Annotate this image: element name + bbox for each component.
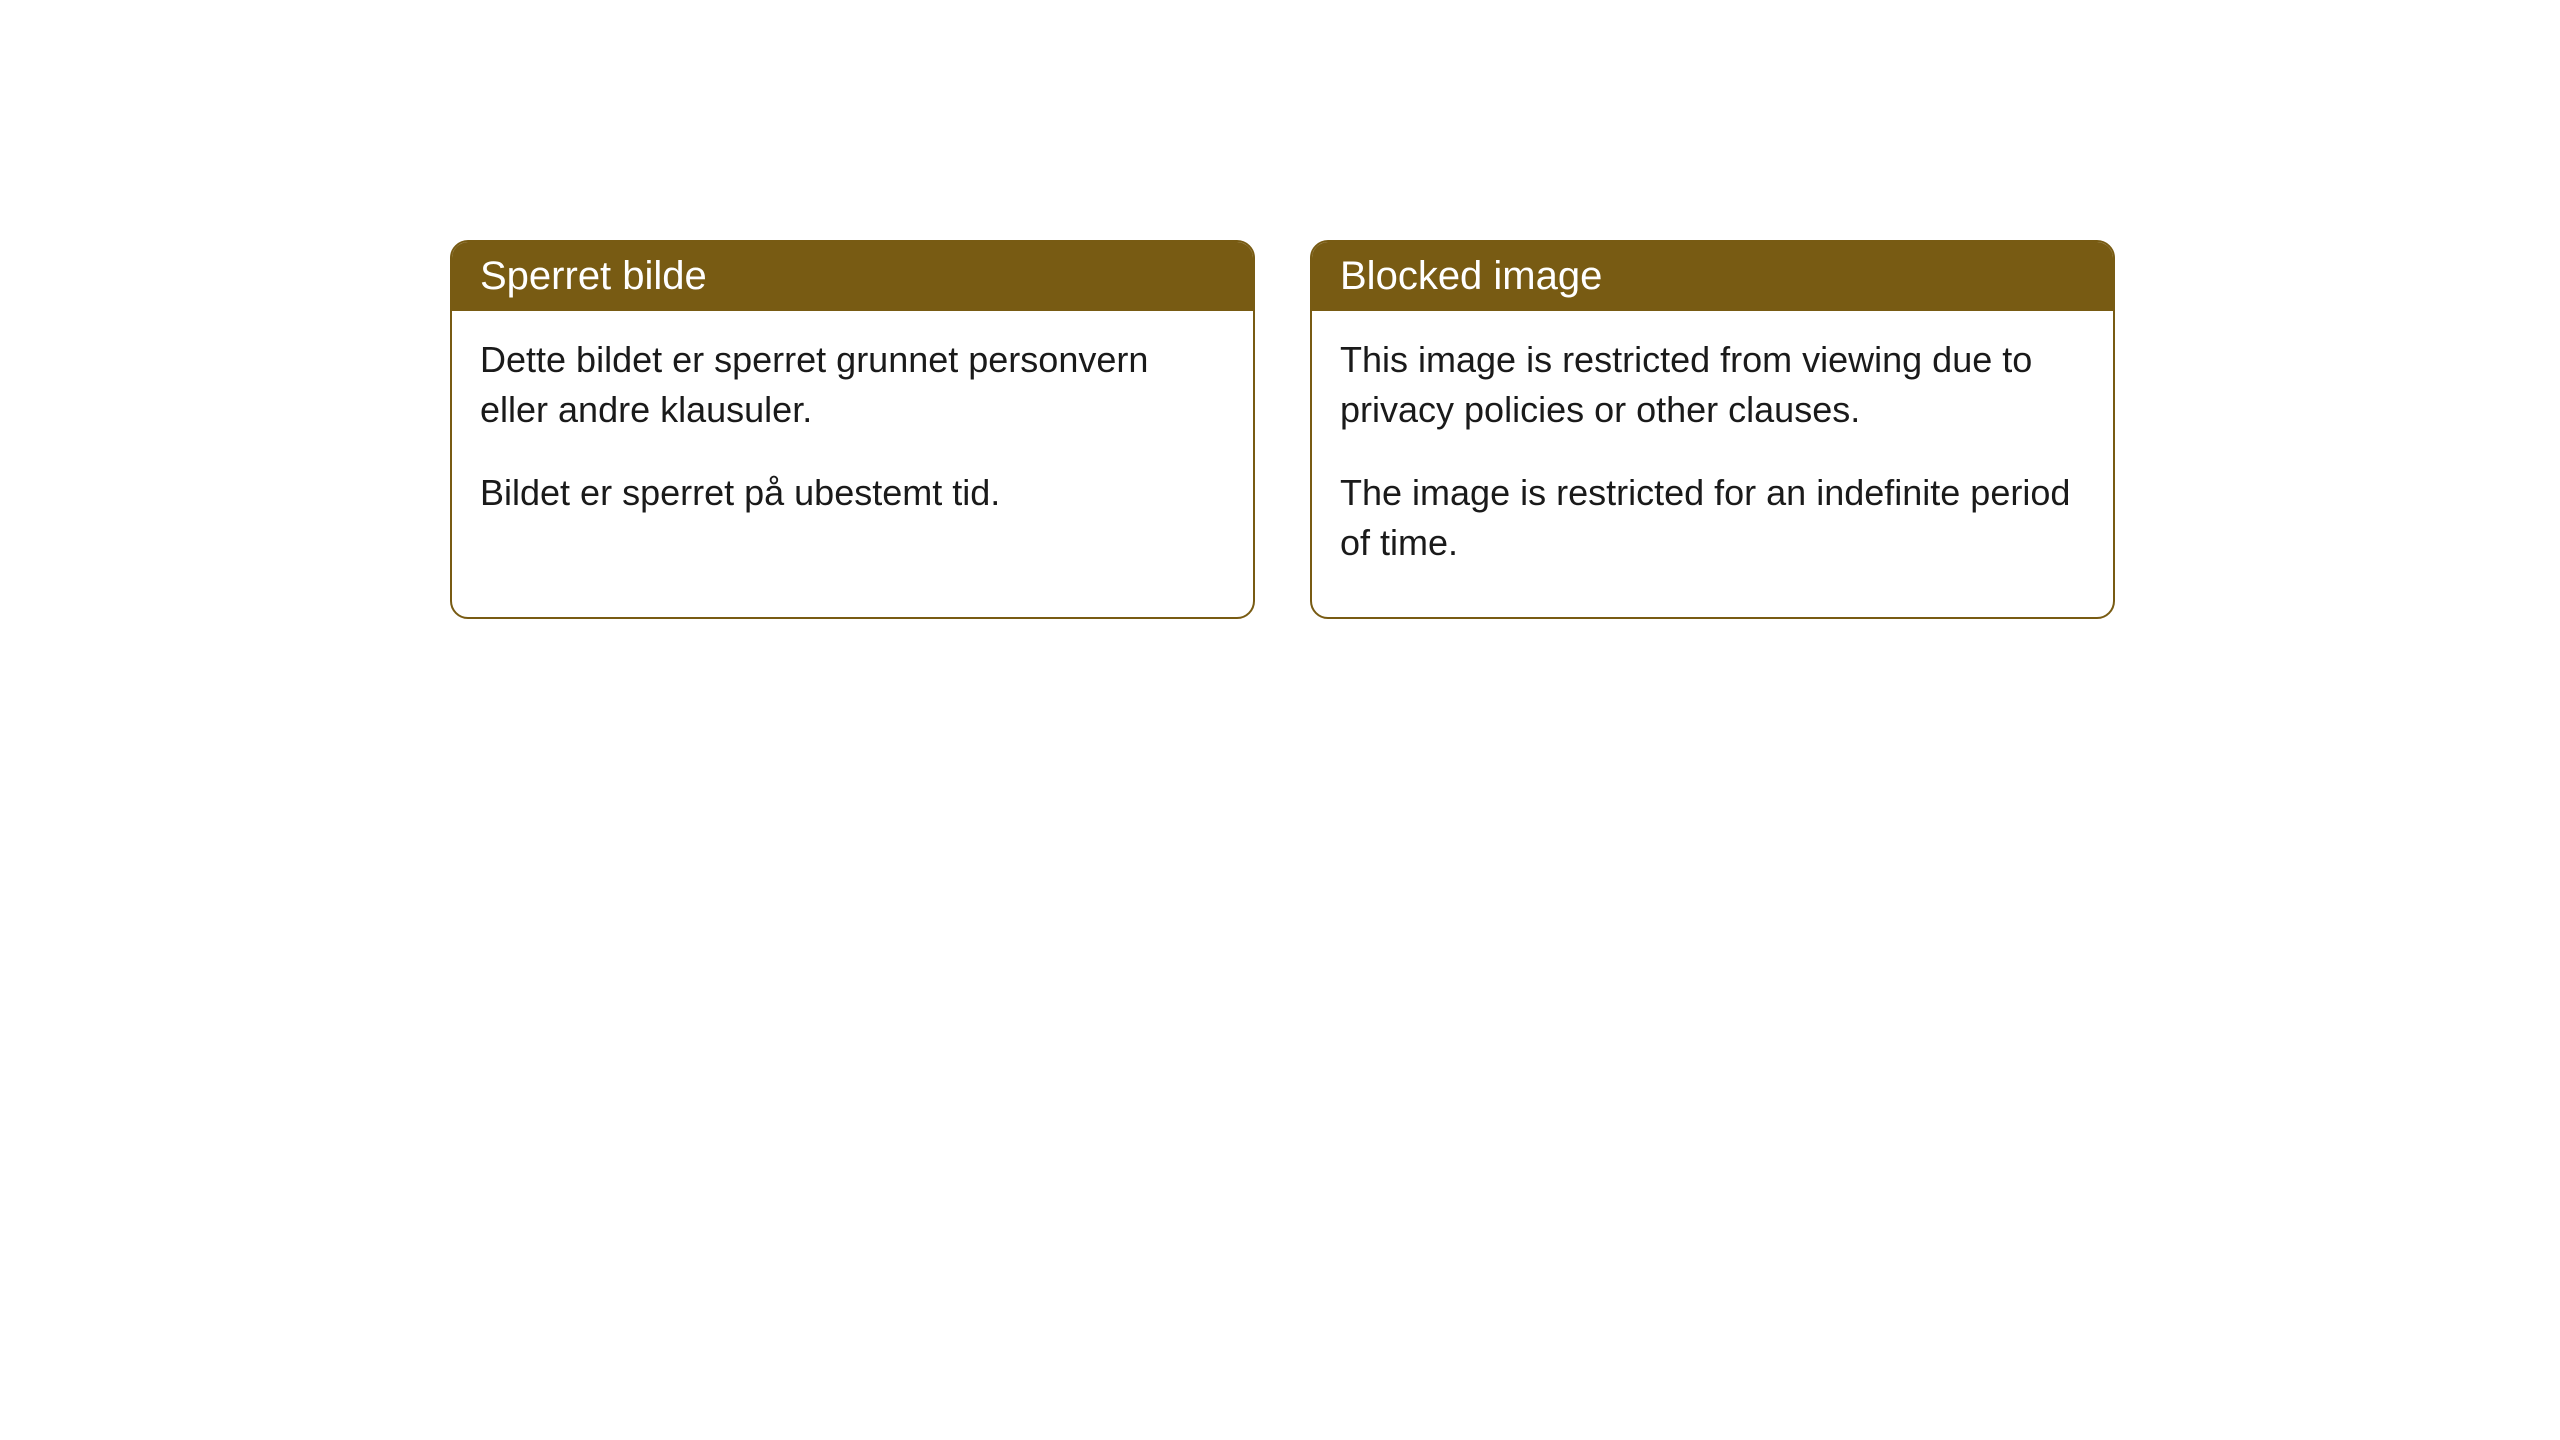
card-title-english: Blocked image bbox=[1340, 254, 1602, 298]
card-english: Blocked image This image is restricted f… bbox=[1310, 240, 2115, 619]
card-paragraph-2-english: The image is restricted for an indefinit… bbox=[1340, 468, 2085, 569]
card-header-english: Blocked image bbox=[1312, 242, 2113, 311]
card-norwegian: Sperret bilde Dette bildet er sperret gr… bbox=[450, 240, 1255, 619]
card-paragraph-2-norwegian: Bildet er sperret på ubestemt tid. bbox=[480, 468, 1225, 518]
card-title-norwegian: Sperret bilde bbox=[480, 254, 707, 298]
card-header-norwegian: Sperret bilde bbox=[452, 242, 1253, 311]
card-body-english: This image is restricted from viewing du… bbox=[1312, 311, 2113, 617]
cards-container: Sperret bilde Dette bildet er sperret gr… bbox=[450, 240, 2560, 619]
card-paragraph-1-norwegian: Dette bildet er sperret grunnet personve… bbox=[480, 335, 1225, 436]
card-body-norwegian: Dette bildet er sperret grunnet personve… bbox=[452, 311, 1253, 566]
card-paragraph-1-english: This image is restricted from viewing du… bbox=[1340, 335, 2085, 436]
